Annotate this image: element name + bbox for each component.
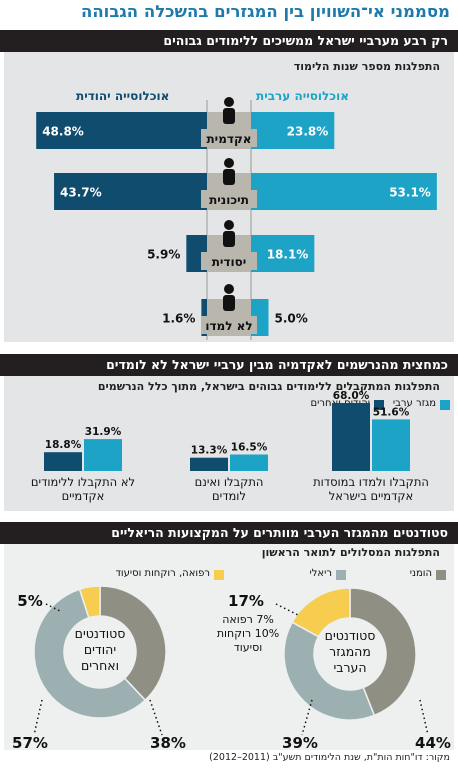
donut-center-label: הערבי (333, 660, 366, 675)
leader-line (419, 699, 429, 736)
donut-hole (314, 618, 386, 690)
category-label-sector: התקבלו ולמדו במוסדות (313, 475, 429, 489)
bar-arab (251, 112, 335, 149)
value-label-jewish-sector: 68.0% (333, 390, 370, 402)
person-icon-head (224, 97, 234, 107)
section3-subtitle: התפלגות המסלולים לתואר הראשון (261, 546, 440, 559)
leader-line (45, 603, 63, 613)
value-label-arab-sector: 16.5% (231, 442, 268, 454)
pct-label-medicine-arab: 17% (228, 592, 264, 610)
bar-jewish-sector (190, 457, 228, 471)
category-label-sector: אקדמיים (62, 489, 105, 503)
person-icon (223, 108, 235, 124)
legend-humanities: הומני (409, 568, 432, 579)
legend-medicine-swatch (214, 570, 224, 580)
bar-jewish-sector (332, 403, 370, 471)
legend-science-swatch (336, 570, 346, 580)
category-label: יסודית (212, 255, 247, 269)
section2-subtitle: התפלגות המתקבלים ללימודים גבוהים בישראל,… (97, 380, 440, 393)
pct-label-science-arab: 39% (282, 734, 318, 752)
value-label-arab: 5.0% (275, 312, 308, 326)
person-icon-head (224, 158, 234, 168)
value-label-jewish: 48.8% (42, 125, 84, 139)
category-label-box (201, 252, 257, 270)
donut-center-label: ואחרים (81, 658, 119, 673)
pct-label-humanities-arab: 44% (415, 734, 451, 752)
pct-label-medicine-jewish: 5% (17, 592, 42, 610)
category-label-sector: התקבלו ואינם (195, 475, 264, 489)
leader-line (301, 699, 313, 736)
section1-header: רק רבע מערביי ישראל ממשיכים ללימודים גבו… (0, 30, 458, 52)
section2-header: כמחצית מהנרשמים לאקדמיה מבין ערביי ישראל… (0, 354, 458, 376)
donut-hole (64, 616, 136, 688)
person-icon (223, 169, 235, 185)
legend-medicine: רפואה, רוקחות וסיעוד (115, 568, 210, 579)
leader-line (149, 699, 163, 736)
value-label-arab-sector: 31.9% (85, 426, 122, 438)
legend-arab-population: אוכלוסייה ערבית (256, 89, 349, 103)
source-note: מקור: דו"חות הות"ת, שנת הלימודים תשע"ב (… (209, 752, 450, 763)
category-label-sector: לומדים (212, 489, 246, 503)
leader-line (33, 699, 43, 736)
category-label: אקדמית (206, 132, 251, 146)
value-label-jewish: 5.9% (147, 248, 180, 262)
bar-jewish-sector (44, 452, 82, 471)
donut-center-label: מהמגזר (329, 644, 371, 659)
legend-humanities-swatch (436, 570, 446, 580)
category-label-sector: לא התקבלו ללימודים (31, 475, 135, 489)
value-label-arab: 18.1% (267, 248, 309, 262)
value-label-jewish: 43.7% (60, 186, 102, 200)
category-label-box (201, 316, 257, 334)
category-label-sector: אקדמיים בישראל (329, 489, 413, 503)
category-label: תיכונית (209, 193, 249, 207)
section1-subtitle: התפלגות מספר שנות הלימוד (293, 60, 440, 73)
category-label: לא למדו (205, 319, 252, 333)
donut-slice (99, 585, 167, 702)
bar-arab-sector (84, 439, 122, 471)
legend-arab-sector-swatch (440, 400, 450, 410)
person-icon-head (224, 220, 234, 230)
medicine-breakdown-note: וסיעוד (234, 641, 262, 654)
medicine-breakdown-note: 7% רפואה (222, 613, 274, 626)
bar-jewish (36, 112, 208, 149)
legend-science: ריאלי (309, 568, 333, 579)
value-label-arab: 23.8% (287, 125, 329, 139)
bar-arab (251, 173, 437, 210)
person-icon (223, 231, 235, 247)
leader-line (275, 603, 301, 617)
bar-arab (251, 235, 315, 272)
pct-label-humanities-jewish: 38% (150, 734, 186, 752)
value-label-jewish-sector: 18.8% (45, 439, 82, 451)
section3-header: סטודנטים מהמגזר הערבי מוותרים על המקצועו… (0, 522, 458, 544)
legend-arab-sector: מגזר ערבי (392, 398, 436, 409)
person-icon-head (224, 284, 234, 294)
pct-label-science-jewish: 57% (12, 734, 48, 752)
value-label-jewish-sector: 13.3% (191, 445, 228, 457)
donut-center-label: יהודים (84, 642, 116, 657)
person-icon (223, 295, 235, 311)
value-label-jewish: 1.6% (162, 312, 195, 326)
category-label-box (201, 190, 257, 208)
value-label-arab-sector: 51.6% (373, 406, 410, 418)
value-label-arab: 53.1% (389, 186, 431, 200)
legend-jewish-population: אוכלוסייה יהודית (76, 89, 170, 103)
page-title: מסממני אי־השוויון בין המגזרים בהשכלה הגב… (81, 2, 450, 21)
legend-jewish-sector-swatch (374, 400, 384, 410)
bar-arab-sector (372, 419, 410, 471)
donut-center-label: סטודנטים (75, 626, 126, 641)
donut-center-label: סטודנטים (325, 628, 376, 643)
category-label-box (201, 129, 257, 147)
medicine-breakdown-note: 10% רוקחות (217, 627, 279, 640)
bar-arab-sector (230, 454, 268, 471)
bar-jewish (54, 173, 207, 210)
